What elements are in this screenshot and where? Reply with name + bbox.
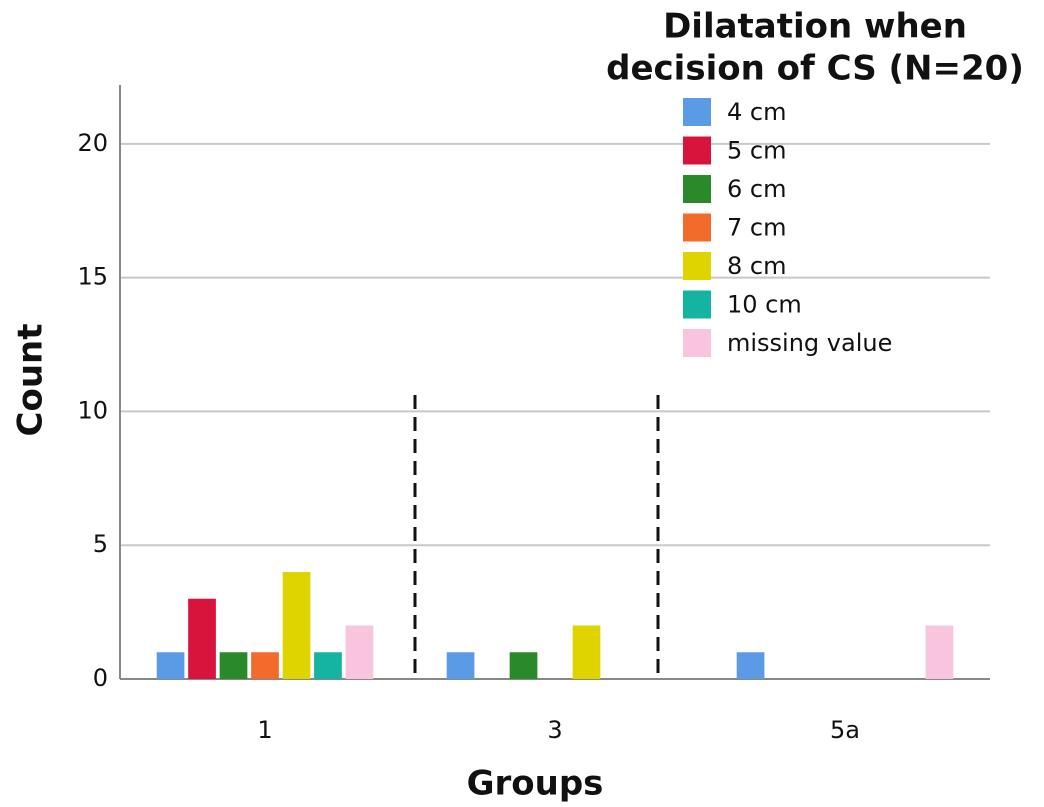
legend-label: 5 cm xyxy=(727,137,786,165)
legend-label: 4 cm xyxy=(727,98,786,126)
bar xyxy=(251,652,279,679)
legend-swatch xyxy=(683,252,711,280)
bar xyxy=(314,652,342,679)
y-tick-label: 0 xyxy=(93,664,108,692)
legend-title: Dilatation when xyxy=(663,7,967,47)
bar xyxy=(736,652,765,679)
bar xyxy=(572,625,601,679)
legend-swatch xyxy=(683,329,711,357)
y-tick-label: 20 xyxy=(77,129,108,157)
x-axis-label: Groups xyxy=(467,764,604,804)
legend-label: 10 cm xyxy=(727,291,802,319)
legend-label: 7 cm xyxy=(727,214,786,242)
y-tick-label: 15 xyxy=(77,263,108,291)
bar xyxy=(188,598,216,679)
bar xyxy=(282,571,311,679)
bar xyxy=(345,625,374,679)
x-tick-label: 3 xyxy=(547,716,562,744)
legend-swatch xyxy=(683,98,711,126)
legend-swatch xyxy=(683,290,711,319)
legend-swatch xyxy=(683,136,711,165)
bar xyxy=(446,652,475,679)
bar xyxy=(219,652,248,679)
legend-label: 8 cm xyxy=(727,252,786,280)
x-tick-label: 5a xyxy=(830,716,860,744)
legend-swatch xyxy=(683,213,711,242)
legend-label: 6 cm xyxy=(727,175,786,203)
legend-swatch xyxy=(683,175,711,203)
y-tick-label: 5 xyxy=(93,530,108,558)
bar xyxy=(509,652,538,679)
bar xyxy=(925,625,954,679)
legend-title: decision of CS (N=20) xyxy=(606,49,1024,89)
y-axis-label: Count xyxy=(11,324,51,437)
bar xyxy=(156,652,185,679)
legend-label: missing value xyxy=(727,329,892,357)
y-tick-label: 10 xyxy=(77,396,108,424)
x-tick-label: 1 xyxy=(257,716,272,744)
